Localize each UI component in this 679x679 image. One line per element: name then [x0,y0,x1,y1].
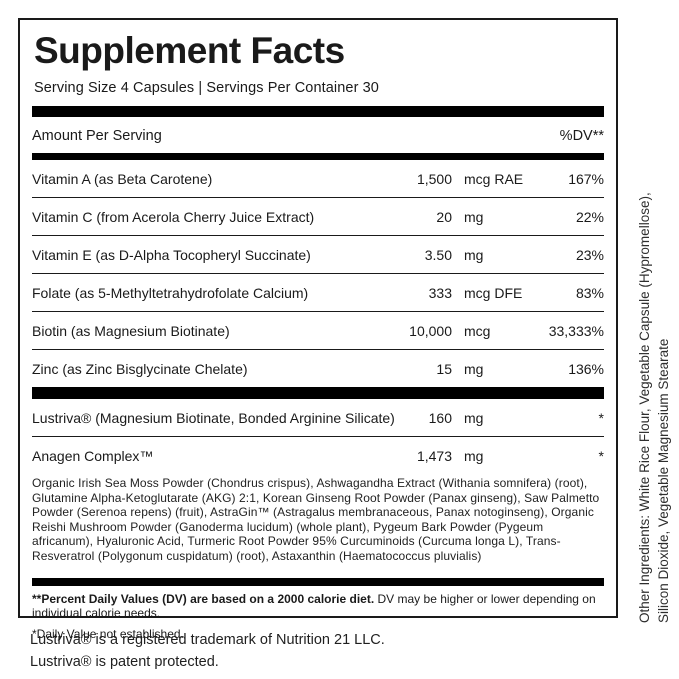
nutrient-amount: 1,500 [416,171,452,187]
table-row: Vitamin C (from Acerola Cherry Juice Ext… [32,197,604,235]
divider-bar-header [32,153,604,160]
divider-bar-footnote [32,578,604,586]
table-row: Vitamin A (as Beta Carotene) 1,500 mcg R… [32,160,604,197]
nutrient-dv: * [598,410,604,426]
trademark-notes: Lustriva® is a registered trademark of N… [30,629,385,673]
nutrient-dv: * [598,448,604,464]
nutrient-name: Lustriva® (Magnesium Biotinate, Bonded A… [32,410,395,426]
table-row: Zinc (as Zinc Bisglycinate Chelate) 15 m… [32,349,604,387]
nutrient-amount: 20 [436,209,452,225]
nutrient-name: Vitamin E (as D-Alpha Tocopheryl Succina… [32,247,311,263]
other-ingredients-line-2: Silicon Dioxide, Vegetable Magnesium Ste… [656,338,671,623]
nutrient-amount: 160 [428,410,452,426]
nutrient-name: Vitamin A (as Beta Carotene) [32,171,213,187]
percent-dv-header: %DV** [559,128,604,144]
nutrient-amount: 333 [428,285,452,301]
trademark-line-2: Lustriva® is patent protected. [30,654,219,670]
other-ingredients-vertical-text: Other Ingredients: White Rice Flour, Veg… [635,20,673,623]
nutrient-dv: 83% [575,285,604,301]
divider-bar-section [32,387,604,399]
other-ingredients-line-1: Other Ingredients: White Rice Flour, Veg… [637,192,652,623]
daily-value-footnote-bold: **Percent Daily Values (DV) are based on… [32,592,375,606]
serving-info: Serving Size 4 Capsules | Servings Per C… [34,80,379,96]
nutrient-unit: mg [464,247,484,263]
nutrient-dv: 33,333% [548,323,604,339]
vitamins-minerals-section: Vitamin A (as Beta Carotene) 1,500 mcg R… [32,160,604,387]
nutrient-amount: 3.50 [424,247,452,263]
nutrient-name: Anagen Complex™ [32,448,154,464]
nutrient-unit: mcg [464,323,491,339]
nutrient-name: Vitamin C (from Acerola Cherry Juice Ext… [32,209,315,225]
nutrient-unit: mg [464,209,484,225]
nutrient-name: Folate (as 5-Methyltetrahydrofolate Calc… [32,285,309,301]
divider-bar-top [32,106,604,117]
nutrient-unit: mg [464,361,484,377]
nutrient-dv: 22% [575,209,604,225]
nutrient-amount: 10,000 [409,323,452,339]
nutrient-name: Biotin (as Magnesium Biotinate) [32,323,230,339]
daily-value-footnote-rest: DV may be higher or lower depending on i… [32,592,596,620]
supplement-facts-panel: Supplement Facts Serving Size 4 Capsules… [18,18,618,641]
amount-per-serving-header: Amount Per Serving [32,128,162,144]
table-row: Vitamin E (as D-Alpha Tocopheryl Succina… [32,235,604,273]
nutrient-amount: 1,473 [416,448,452,464]
panel-title: Supplement Facts [34,30,345,71]
table-row: Anagen Complex™ 1,473 mg * [32,436,604,474]
anagen-complex-ingredients: Organic Irish Sea Moss Powder (Chondrus … [32,476,600,563]
nutrient-unit: mcg RAE [464,171,524,187]
table-row: Biotin (as Magnesium Biotinate) 10,000 m… [32,311,604,349]
nutrient-name: Zinc (as Zinc Bisglycinate Chelate) [32,361,248,377]
footnotes: **Percent Daily Values (DV) are based on… [32,586,604,641]
nutrient-dv: 23% [575,247,604,263]
trademark-line-1: Lustriva® is a registered trademark of N… [30,632,385,648]
table-row: Lustriva® (Magnesium Biotinate, Bonded A… [32,399,604,436]
not-established-footnote: *Daily Value not established. [32,627,184,641]
table-row: Folate (as 5-Methyltetrahydrofolate Calc… [32,273,604,311]
nutrient-dv: 136% [568,361,604,377]
table-header-row: Amount Per Serving %DV** [32,117,604,144]
proprietary-blends-section: Lustriva® (Magnesium Biotinate, Bonded A… [32,399,604,474]
nutrient-unit: mg [464,410,484,426]
nutrient-amount: 15 [436,361,452,377]
daily-value-footnote: **Percent Daily Values (DV) are based on… [32,592,604,620]
nutrient-dv: 167% [568,171,604,187]
nutrient-unit: mg [464,448,484,464]
nutrient-unit: mcg DFE [464,285,523,301]
